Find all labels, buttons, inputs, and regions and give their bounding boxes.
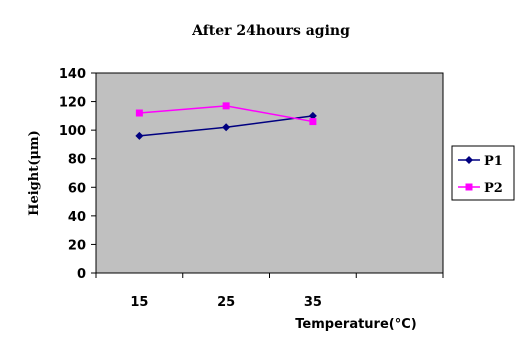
legend-item-p2: P2 (458, 181, 503, 196)
y-tick-label: 80 (68, 153, 86, 168)
data-point (135, 131, 144, 140)
plot-area (95, 72, 444, 274)
y-axis: 0 20 40 60 80 100 120 140 (59, 67, 96, 282)
legend-marker (465, 183, 473, 191)
y-tick-label: 60 (68, 181, 86, 196)
series-p1 (135, 111, 317, 140)
y-axis-label: Height(μm) (27, 130, 42, 216)
y-tick-label: 20 (68, 238, 86, 253)
chart-title: After 24hours aging (191, 23, 350, 39)
legend: P1 P2 (451, 145, 515, 201)
series-p2 (135, 102, 317, 126)
data-point (309, 118, 317, 126)
data-point (135, 109, 143, 117)
data-point (222, 123, 231, 132)
legend-box (451, 145, 515, 201)
y-tick-label: 40 (68, 210, 86, 225)
series-layer (135, 102, 317, 140)
y-tick-label: 140 (59, 67, 86, 82)
y-tick-label: 0 (77, 267, 86, 282)
legend-label: P2 (484, 181, 503, 196)
x-tick-label: 25 (217, 295, 235, 310)
legend-item-p1: P1 (458, 154, 503, 169)
data-point (308, 111, 317, 120)
data-point (222, 102, 230, 110)
legend-label: P1 (484, 154, 503, 169)
x-axis: 15 25 35 (95, 273, 444, 310)
legend-marker (465, 156, 473, 164)
x-tick-label: 15 (130, 295, 148, 310)
y-tick-label: 120 (59, 96, 86, 111)
y-tick-label: 100 (59, 124, 86, 139)
x-tick-label: 35 (304, 295, 322, 310)
x-axis-label: Temperature(°C) (295, 317, 416, 332)
